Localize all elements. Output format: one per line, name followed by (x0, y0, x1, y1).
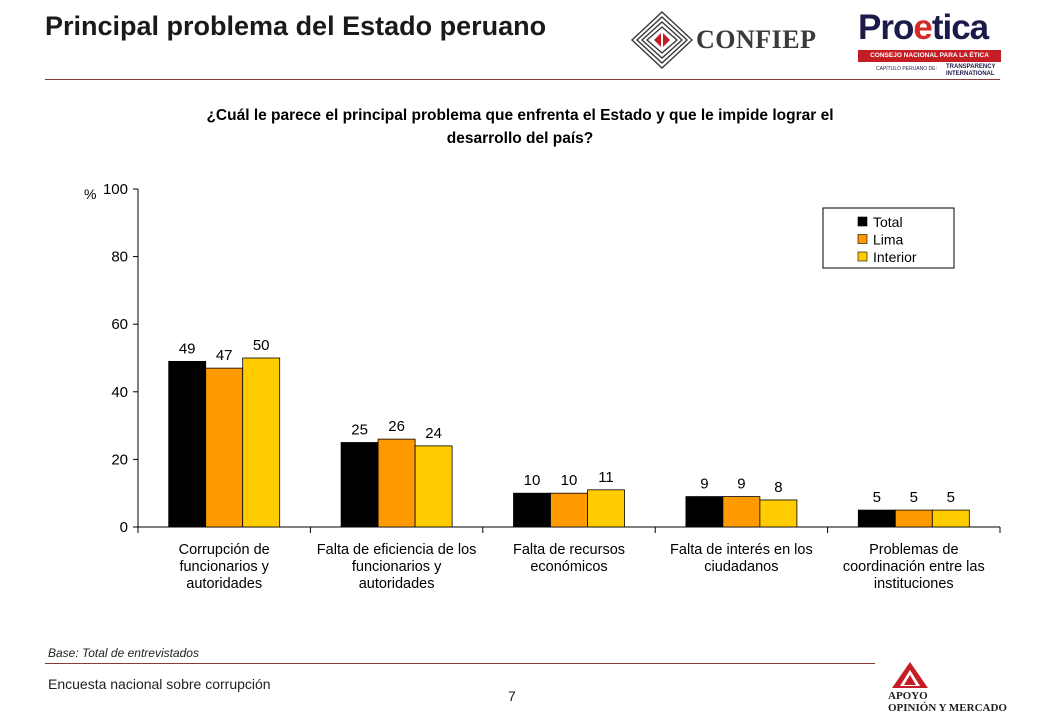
data-label: 9 (737, 476, 745, 493)
survey-name: Encuesta nacional sobre corrupción (48, 676, 271, 692)
x-category-label: Corrupción de funcionarios y autoridades (178, 542, 270, 592)
data-label: 47 (216, 347, 233, 364)
proetica-word-e: e (913, 8, 932, 47)
legend-label: Lima (873, 232, 904, 248)
x-category-label: Falta de eficiencia de los funcionarios … (316, 542, 477, 592)
bar-interior (414, 445, 453, 528)
x-category-label: Problemas de coordinación entre las inst… (842, 542, 985, 592)
bar-total (857, 509, 896, 528)
data-label: 25 (351, 422, 368, 439)
bar-lima (722, 496, 761, 528)
bar-total (685, 496, 724, 528)
bar-lima (377, 438, 416, 528)
proetica-wordmark: Proetica (858, 8, 989, 48)
y-tick-label: 40 (111, 384, 128, 401)
y-tick-label: 80 (111, 249, 128, 266)
data-label: 11 (598, 469, 614, 486)
bar-interior (931, 509, 970, 528)
base-note: Base: Total de entrevistados (48, 646, 199, 660)
apoyo-emblem-icon (892, 662, 928, 688)
data-label: 5 (947, 489, 955, 506)
proetica-chapter: CAPÍTULO PERUANO DE: (876, 66, 937, 72)
y-tick-label: 60 (111, 316, 128, 333)
data-label: 26 (388, 418, 405, 435)
proetica-logo: Proetica CONSEJO NACIONAL PARA LA ÉTICA … (858, 8, 1003, 80)
data-label: 5 (910, 489, 918, 506)
data-label: 8 (774, 479, 782, 496)
y-axis-label: % (84, 186, 96, 202)
legend-swatch-total (857, 216, 868, 227)
confiep-logo: CONFIEP (630, 10, 845, 70)
apoyo-logo-text: APOYO OPINIÓN Y MERCADO (888, 690, 1007, 714)
apoyo-logo: APOYO OPINIÓN Y MERCADO (880, 660, 1007, 720)
legend-swatch-lima (857, 234, 868, 244)
apoyo-line-1: APOYO (888, 690, 928, 702)
legend-label: Interior (873, 249, 917, 265)
page-number: 7 (508, 688, 516, 704)
bar-lima (205, 367, 244, 528)
transparency-international-text: TRANSPARENCY INTERNATIONAL (946, 64, 996, 77)
data-label: 10 (524, 472, 541, 489)
confiep-emblem-icon (630, 11, 694, 69)
bar-total (340, 442, 379, 528)
bar-lima (550, 492, 588, 528)
y-tick-label: 100 (103, 181, 128, 198)
title-divider (45, 79, 1000, 80)
bar-interior (759, 499, 798, 528)
proetica-word-tica: tica (931, 8, 989, 47)
proetica-word-pro: Pro (858, 8, 914, 47)
confiep-logo-text: CONFIEP (696, 25, 817, 54)
legend-box (822, 207, 955, 269)
footer-divider (45, 663, 875, 664)
data-label: 5 (873, 489, 881, 506)
page-title: Principal problema del Estado peruano (45, 11, 547, 41)
data-label: 49 (179, 340, 196, 357)
data-label: 50 (253, 337, 270, 354)
legend-label: Total (873, 214, 903, 230)
proetica-subtitle: CONSEJO NACIONAL PARA LA ÉTICA PÚBLICA (858, 50, 1001, 62)
bar-total (168, 360, 207, 528)
x-category-label: Falta de interés en los ciudadanos (670, 542, 813, 575)
bar-total (513, 492, 551, 528)
survey-question: ¿Cuál le parece el principal problema qu… (206, 107, 834, 147)
data-label: 9 (700, 476, 708, 493)
data-label: 24 (425, 425, 442, 442)
legend-swatch-interior (857, 251, 868, 262)
bar-interior (242, 357, 281, 528)
y-tick-label: 20 (111, 451, 128, 468)
bar-lima (894, 509, 933, 528)
data-label: 10 (561, 472, 578, 489)
apoyo-line-2: OPINIÓN Y MERCADO (888, 702, 1007, 714)
x-category-label: Falta de recursos económicos (512, 542, 626, 575)
bar-interior (587, 489, 625, 528)
y-tick-label: 0 (120, 519, 128, 536)
